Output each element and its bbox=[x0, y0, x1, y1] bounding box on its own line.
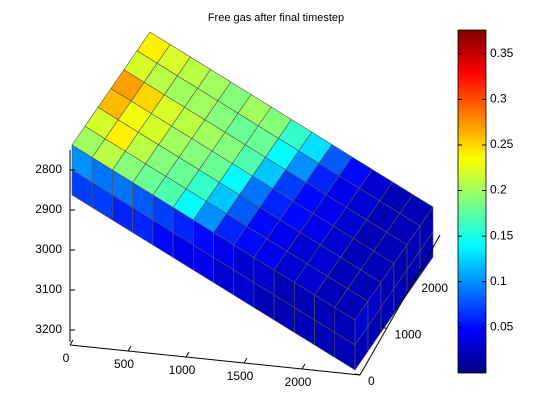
x-tick-label: 1000 bbox=[169, 363, 196, 377]
x-tick-label: 2000 bbox=[285, 375, 312, 389]
x-tick-label: 500 bbox=[114, 357, 134, 371]
z-tick-label: 3000 bbox=[35, 242, 62, 256]
x-tick bbox=[127, 345, 132, 352]
y-tick-label: 2000 bbox=[421, 281, 448, 295]
y-tick-label: 0 bbox=[368, 374, 375, 388]
y-tick bbox=[354, 373, 361, 376]
colorbar-tick-label: 0.25 bbox=[490, 137, 514, 151]
colorbar-tick-label: 0.15 bbox=[490, 228, 514, 242]
chart-title: Free gas after final timestep bbox=[208, 12, 344, 24]
x-tick bbox=[243, 357, 248, 364]
x-tick bbox=[69, 339, 74, 346]
z-tick-label: 2900 bbox=[35, 202, 62, 216]
y-tick bbox=[408, 280, 414, 283]
colorbar-tick-label: 0.05 bbox=[490, 320, 514, 334]
z-tick-label: 3200 bbox=[35, 322, 62, 336]
colorbar-tick-label: 0.1 bbox=[490, 274, 507, 288]
y-axis bbox=[359, 234, 441, 376]
colorbar-tick-label: 0.2 bbox=[490, 183, 507, 197]
colorbar-tick-label: 0.35 bbox=[490, 46, 514, 60]
z-tick-label: 3100 bbox=[35, 282, 62, 296]
x-tick bbox=[185, 351, 190, 358]
y-tick bbox=[381, 326, 387, 329]
z-tick-label: 2800 bbox=[35, 162, 62, 176]
x-tick bbox=[301, 363, 306, 370]
x-tick-label: 1500 bbox=[227, 369, 254, 383]
colorbar bbox=[457, 29, 487, 374]
colorbar-tick-label: 0.3 bbox=[490, 92, 507, 106]
x-tick-label: 0 bbox=[63, 351, 70, 365]
y-tick-label: 1000 bbox=[395, 328, 422, 342]
x-axis bbox=[69, 344, 361, 376]
